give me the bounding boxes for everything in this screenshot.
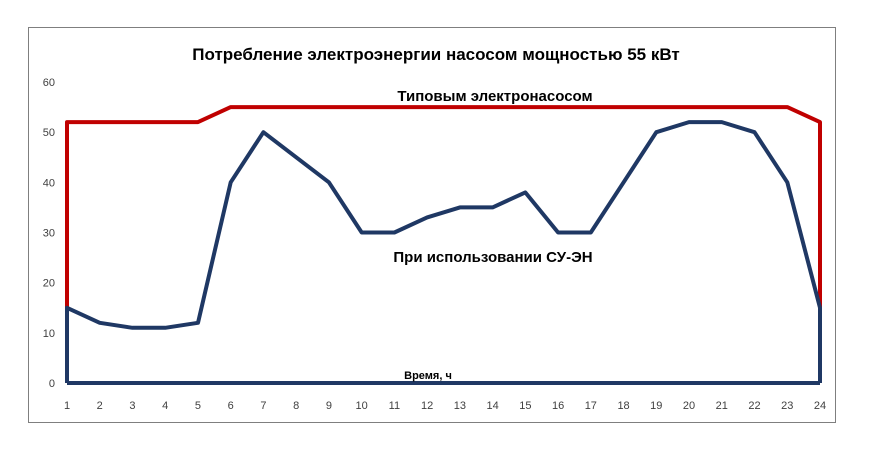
y-tick-label: 40 [43,177,55,189]
x-tick-label: 5 [195,400,201,412]
x-tick-label: 16 [552,400,564,412]
y-tick-label: 50 [43,127,55,139]
y-tick-label: 20 [43,278,55,290]
x-tick-label: 7 [260,400,266,412]
x-tick-label: 2 [97,400,103,412]
x-tick-label: 23 [781,400,793,412]
x-axis: 1 2 3 4 5 6 7 8 9 10 11 12 13 14 15 16 17 18 19 20 21 22 23 24 [64,400,826,412]
x-tick-label: 10 [356,400,368,412]
x-tick-label: 8 [293,400,299,412]
series-line-su-en [65,120,822,383]
x-tick-label: 17 [585,400,597,412]
x-tick-label: 13 [454,400,466,412]
x-tick-label: 4 [162,400,168,412]
x-tick-label: 22 [748,400,760,412]
x-tick-label: 1 [64,400,70,412]
x-tick-label: 14 [486,400,498,412]
series-label-typical-pump: Типовым электронасосом [397,88,592,105]
series-layer [65,105,822,385]
x-axis-label: Время, ч [404,370,452,382]
x-tick-label: 21 [716,400,728,412]
x-tick-label: 20 [683,400,695,412]
series-line-typical-pump [65,105,822,383]
series-label-su-en: При использовании СУ-ЭН [393,249,592,266]
x-tick-label: 12 [421,400,433,412]
x-tick-label: 24 [814,400,826,412]
y-tick-label: 60 [43,77,55,89]
x-tick-label: 11 [389,400,400,412]
y-tick-label: 30 [43,228,55,240]
x-tick-label: 9 [326,400,332,412]
x-tick-label: 19 [650,400,662,412]
x-tick-label: 3 [129,400,135,412]
x-tick-label: 15 [519,400,531,412]
chart-frame [28,27,836,423]
x-tick-label: 6 [228,400,234,412]
x-tick-label: 18 [617,400,629,412]
y-axis: 0 10 20 30 40 50 60 [43,77,55,390]
y-tick-label: 0 [49,378,55,390]
chart-title: Потребление электроэнергии насосом мощно… [192,45,679,64]
y-tick-label: 10 [43,328,55,340]
